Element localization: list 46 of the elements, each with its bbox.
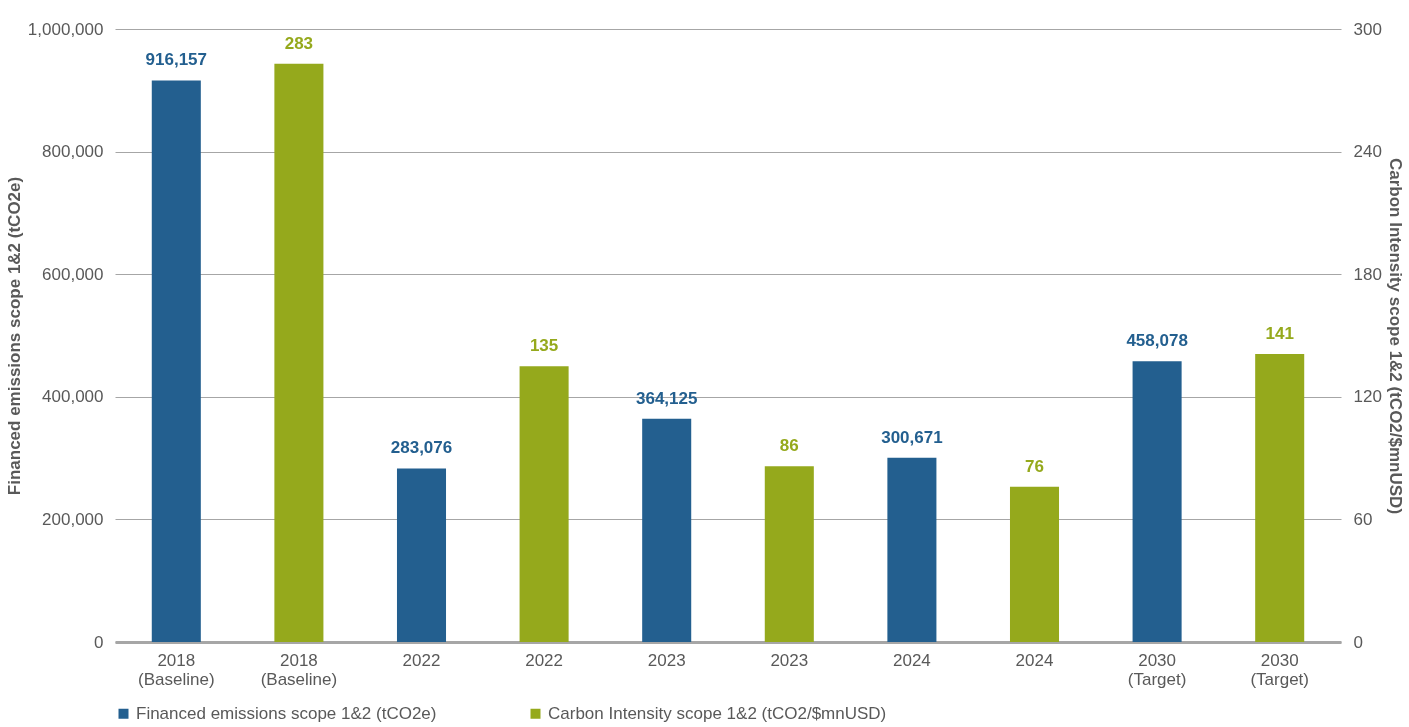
x-tick-label: 2022 bbox=[402, 650, 441, 670]
x-tick-label: 2030 (Target) bbox=[1127, 650, 1187, 689]
y2-tick-label: 300 bbox=[1353, 19, 1382, 39]
y-tick-label: 200,000 bbox=[42, 509, 104, 529]
bar bbox=[1255, 353, 1305, 642]
data-label: 135 bbox=[529, 336, 559, 356]
x-tick-label: 2024 bbox=[892, 650, 931, 670]
data-label: 283 bbox=[284, 33, 314, 53]
y2-tick-label: 0 bbox=[1353, 632, 1363, 652]
bar bbox=[396, 468, 447, 642]
legend-label: Carbon Intensity scope 1&2 (tCO2/$mnUSD) bbox=[548, 703, 887, 723]
y2-tick-label: 60 bbox=[1353, 509, 1373, 529]
x-tick-label: 2018 (Baseline) bbox=[260, 650, 338, 689]
bar bbox=[151, 80, 201, 642]
y2-axis-title: Carbon Intensity scope 1&2 (tCO2/$mnUSD) bbox=[1385, 157, 1405, 515]
data-label: 458,078 bbox=[1126, 331, 1188, 351]
x-tick-label: 2023 bbox=[647, 650, 686, 670]
y-tick-label: 0 bbox=[94, 632, 104, 652]
y-tick-label: 800,000 bbox=[42, 142, 104, 162]
y-tick-label: 600,000 bbox=[42, 264, 104, 284]
bar bbox=[642, 418, 692, 642]
x-tick-label: 2023 bbox=[770, 650, 809, 670]
data-label: 141 bbox=[1265, 323, 1294, 343]
bar bbox=[887, 457, 937, 642]
y-tick-label: 400,000 bbox=[42, 387, 104, 407]
data-label: 76 bbox=[1025, 456, 1044, 476]
y2-tick-label: 120 bbox=[1353, 387, 1382, 407]
bar bbox=[1009, 486, 1060, 642]
x-tick-label: 2030 (Target) bbox=[1250, 650, 1309, 689]
bar bbox=[519, 366, 569, 642]
data-label: 916,157 bbox=[145, 50, 208, 70]
data-label: 283,076 bbox=[390, 438, 453, 458]
data-label: 364,125 bbox=[635, 388, 698, 408]
bar bbox=[274, 63, 324, 642]
data-label: 300,671 bbox=[881, 427, 943, 447]
bar bbox=[764, 466, 814, 642]
bar bbox=[1132, 361, 1182, 642]
legend-label: Financed emissions scope 1&2 (tCO2e) bbox=[136, 703, 437, 723]
y-axis-title: Financed emissions scope 1&2 (tCO2e) bbox=[4, 176, 24, 496]
y2-tick-label: 180 bbox=[1353, 264, 1382, 284]
y2-tick-label: 240 bbox=[1353, 142, 1382, 162]
data-label: 86 bbox=[779, 436, 799, 456]
x-tick-label: 2024 bbox=[1015, 650, 1054, 670]
y-tick-label: 1,000,000 bbox=[27, 19, 104, 39]
x-tick-label: 2022 bbox=[525, 650, 564, 670]
x-tick-label: 2018 (Baseline) bbox=[138, 650, 215, 689]
